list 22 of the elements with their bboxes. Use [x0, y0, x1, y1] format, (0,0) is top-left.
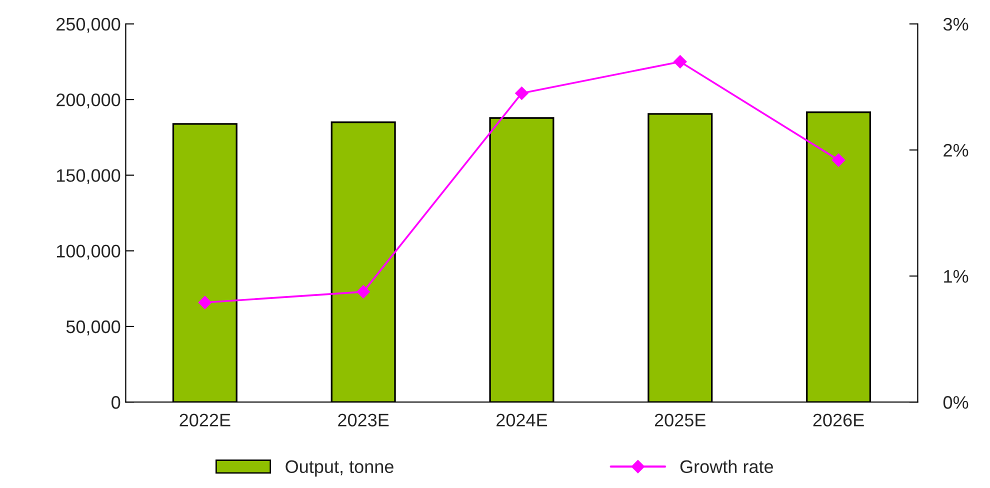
point	[674, 55, 687, 68]
legend-label: Output, tonne	[286, 460, 394, 477]
x-tick-label: 2026E	[813, 414, 864, 426]
point	[832, 153, 846, 167]
x-tick-label: 2025E	[654, 414, 706, 426]
y2-tick-label: 1%	[944, 270, 968, 283]
x-tick-label: 2024E	[496, 414, 548, 426]
y-tick-label: 200,000	[56, 93, 120, 108]
point	[356, 285, 370, 298]
x-tick-label: 2022E	[180, 414, 230, 426]
y-tick-label: 50,000	[66, 320, 120, 336]
point	[198, 296, 212, 310]
y2-tick-label: 0%	[943, 396, 968, 409]
y-tick-label: 250,000	[56, 18, 120, 33]
point	[515, 86, 528, 100]
y-tick-label: 0	[112, 396, 120, 409]
legend-label: Growth rate	[680, 460, 774, 474]
x-tick-label: 2023E	[338, 414, 389, 426]
y2-tick-label: 3%	[943, 18, 968, 31]
y-tick-label: 100,000	[56, 244, 120, 260]
y-tick-label: 150,000	[56, 169, 120, 184]
y2-tick-label: 2%	[944, 144, 968, 157]
